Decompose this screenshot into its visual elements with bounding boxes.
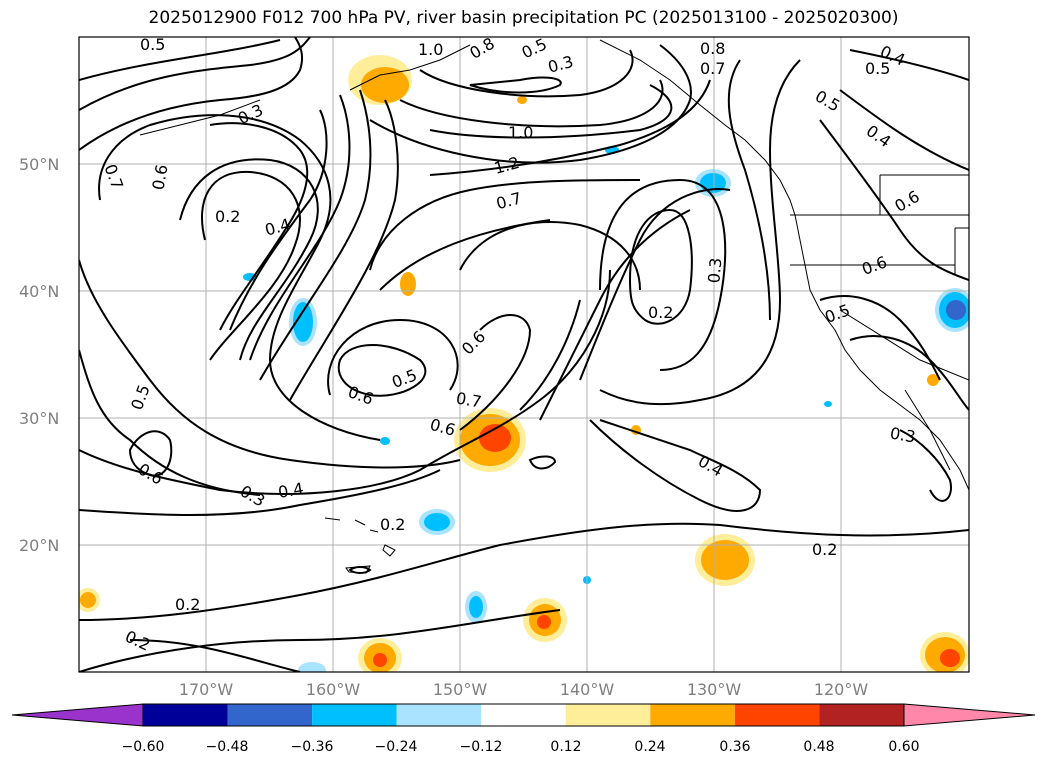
lon-tick-label: 170°W (179, 680, 234, 699)
contour-label: 0.3 (704, 257, 725, 284)
contour-label: 0.2 (175, 595, 200, 614)
contour-label: 0.8 (700, 39, 725, 58)
lat-tick-label: 20°N (19, 536, 59, 555)
colorbar-tick-label: −0.24 (375, 739, 418, 755)
colorbar-segment (396, 704, 482, 726)
lon-tick-label: 130°W (687, 680, 742, 699)
lon-tick-label: 160°W (306, 680, 361, 699)
map-title: 2025012900 F012 700 hPa PV, river basin … (148, 8, 899, 28)
contour-label: 0.2 (812, 540, 837, 559)
contour-label: 0.5 (140, 35, 165, 54)
contour-label: 0.4 (277, 479, 305, 502)
colorbar-tick-label: −0.48 (206, 739, 249, 755)
colorbar-segment (312, 704, 397, 726)
colorbar-segment (481, 704, 566, 726)
coastlines (139, 39, 969, 491)
contour-label: 0.7 (700, 59, 725, 78)
map-frame (78, 36, 970, 673)
colorbar-segment (819, 704, 904, 726)
colorbar-outline (142, 703, 905, 727)
colorbar-extend-high (903, 703, 1036, 727)
colorbar-tick-label: −0.12 (460, 739, 503, 755)
precip-shading (79, 55, 969, 672)
colorbar-tick-label: 0.12 (550, 739, 581, 755)
contour-label: 0.5 (865, 59, 890, 78)
lon-tick-label: 150°W (433, 680, 488, 699)
lat-ticks: 20°N 30°N 40°N 50°N (19, 155, 59, 555)
contour-label: 0.2 (648, 303, 673, 322)
colorbar-segment (227, 704, 313, 726)
lon-tick-label: 140°W (560, 680, 615, 699)
contour-label: 0.2 (215, 207, 240, 226)
colorbar-segment (650, 704, 735, 726)
colorbar-tick-label: −0.60 (122, 739, 165, 755)
colorbar (11, 703, 1036, 727)
contour-label: 1.0 (508, 123, 533, 142)
colorbar-tick-label: −0.36 (291, 739, 334, 755)
contour-label: 1.0 (418, 40, 443, 59)
lat-tick-label: 50°N (19, 155, 59, 174)
colorbar-ticks: −0.60 −0.48 −0.36 −0.24 −0.12 0.12 0.24 … (122, 739, 920, 755)
lat-tick-label: 30°N (19, 409, 59, 428)
colorbar-segment (565, 704, 651, 726)
colorbar-tick-label: 0.60 (888, 739, 919, 755)
colorbar-segment (143, 704, 228, 726)
colorbar-tick-label: 0.24 (634, 739, 665, 755)
lon-ticks: 170°W 160°W 150°W 140°W 130°W 120°W (179, 680, 869, 699)
colorbar-tick-label: 0.48 (803, 739, 834, 755)
colorbar-segment (734, 704, 820, 726)
contour-label: 0.2 (380, 515, 405, 534)
lon-tick-label: 120°W (814, 680, 869, 699)
colorbar-extend-low (11, 703, 144, 727)
contour-label: 0.7 (455, 388, 483, 411)
lat-tick-label: 40°N (19, 282, 59, 301)
contour-label: 0.3 (889, 423, 917, 446)
colorbar-tick-label: 0.36 (719, 739, 750, 755)
contour-label: 0.6 (148, 163, 171, 191)
pv-contours (79, 37, 969, 672)
